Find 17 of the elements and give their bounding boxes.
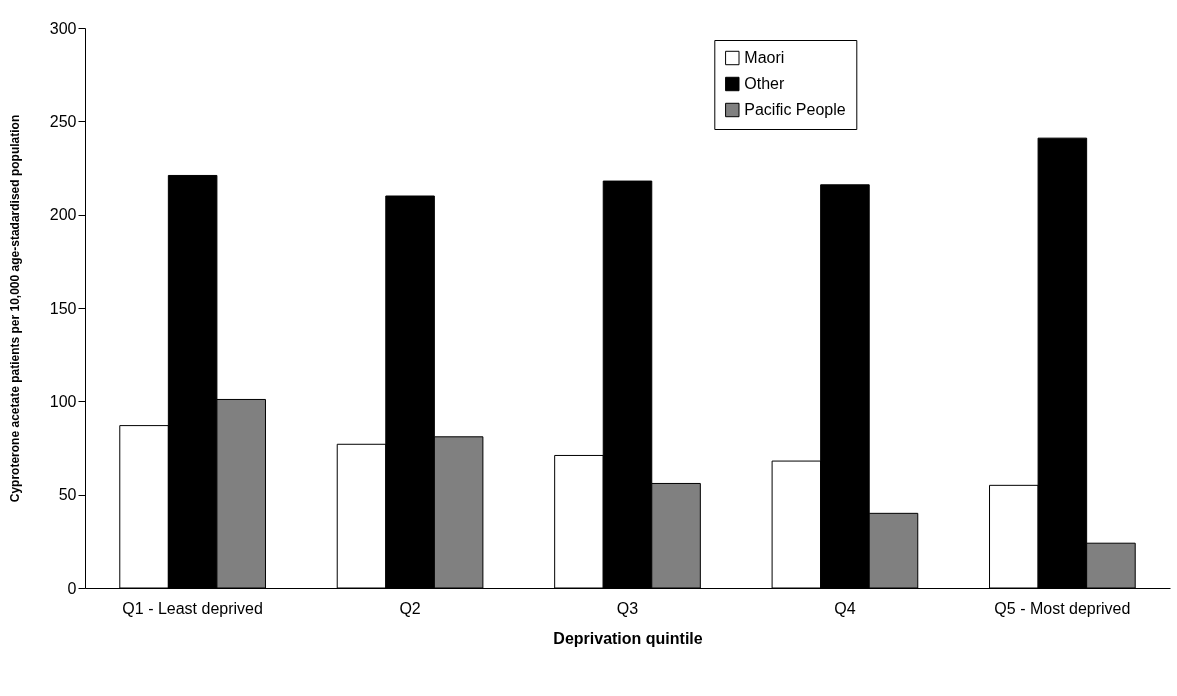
y-tick-label: 300 xyxy=(49,19,77,37)
y-tick-label: 100 xyxy=(49,392,77,410)
y-tick-label: 50 xyxy=(58,486,77,504)
x-tick-label: Q1 - Least deprived xyxy=(122,599,263,617)
legend-label: Other xyxy=(744,75,785,92)
y-axis-title: Cyproterone acetate patients per 10,000 age-stadardised population xyxy=(7,114,22,503)
y-tick-label: 150 xyxy=(49,299,77,317)
x-tick-label: Q5 - Most deprived xyxy=(994,599,1131,617)
x-tick-label: Q3 xyxy=(616,599,639,617)
y-tick-label: 250 xyxy=(49,112,77,130)
x-axis-title: Deprivation quintile xyxy=(553,629,703,647)
x-tick-label: Q4 xyxy=(834,599,856,617)
y-tick-label: 200 xyxy=(49,206,77,224)
x-tick-label: Q2 xyxy=(399,599,421,617)
legend-label: Maori xyxy=(744,49,785,66)
y-tick-label: 0 xyxy=(67,579,77,597)
legend-label: Pacific People xyxy=(744,101,846,118)
